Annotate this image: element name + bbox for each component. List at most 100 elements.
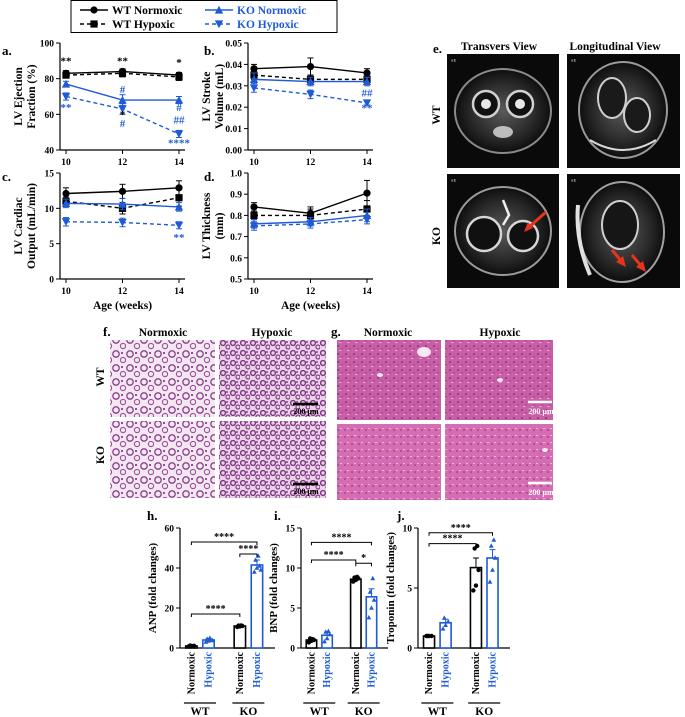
data-point [370,575,376,581]
panel-letter-h: h. [147,508,157,523]
data-point [118,199,127,208]
y-tick-label: 0.03 [225,82,242,92]
x-tick-label: 14 [362,158,372,168]
significance-mark: **** [168,137,191,149]
y-axis-label: BNP (fold changes) [268,543,280,633]
significance-bracket [239,553,258,557]
line-chart-c: c. 0 5 10 15 10 12 14 LV CardiacOutput (mL/min) A… [2,169,185,312]
panel-letter-e: e. [433,41,442,56]
panel-letter-g: g. [331,324,341,339]
y-tick-label: 0.6 [230,254,242,264]
data-point [366,615,372,620]
data-point [62,71,70,79]
series-ko-normoxic [61,79,184,106]
panel-letter-c: c. [2,169,11,184]
bar-chart-i: i. 0 5 10 15 BNP (fold changes) Normoxic Hypoxi… [268,508,388,717]
data-point [476,567,481,573]
data-point [249,222,259,231]
panel-letter-i: i. [274,508,281,523]
category-label: Hypoxic [322,651,333,687]
significance-mark: * [120,109,126,121]
data-point [362,77,372,86]
legend-entry: KO Normoxic [205,5,306,17]
x-tick-label: 14 [362,287,372,297]
y-tick-label: 15 [286,525,296,535]
data-point [118,218,127,227]
data-point [249,75,259,83]
data-point [118,69,127,77]
data-point [440,626,446,631]
significance-bracket [428,543,477,547]
mri-overlay-text: SE [571,58,577,63]
category-label: Normoxic [186,651,197,694]
x-tick-label: 12 [306,158,316,168]
histo-f-row-wt: WT [95,367,107,387]
data-point [425,633,430,639]
y-tick-label: 0 [407,645,412,655]
mri-row-label-ko: KO [431,227,443,245]
x-axis-label: Age (weeks) [93,300,152,312]
data-point [363,189,371,197]
data-point [118,105,127,114]
x-tick-label: 10 [249,287,259,297]
significance-mark: ## [174,114,186,126]
y-tick-label: 0.01 [225,125,242,135]
x-tick-label: 10 [249,158,259,168]
legend-marker [214,5,224,14]
data-point [488,543,494,548]
significance-mark: ** [61,55,73,67]
mri-col-title-longitudinal: Longitudinal View [569,41,661,53]
y-tick-label: 40 [45,147,55,157]
group-label: KO [355,706,373,717]
histo-f-row-ko: KO [95,446,107,464]
x-axis-label: Age (weeks) [281,300,340,312]
histo-f-col-hypoxic: Hypoxic [252,327,293,339]
significance-mark: * [361,553,366,564]
series-ko-hypoxic [249,214,372,231]
group-label: KO [475,706,493,717]
data-point [445,619,451,624]
significance-mark: * [176,57,182,69]
series-ko-hypoxic [61,92,184,139]
y-tick-label: 0.05 [225,40,242,50]
data-point [238,623,244,628]
data-point [443,622,448,627]
data-point [174,221,184,230]
histo-lung-ko-normoxic [110,421,215,498]
data-point [441,615,447,620]
data-point [310,637,315,642]
x-tick-label: 10 [61,287,71,297]
significance-mark: ## [362,88,374,100]
mri-overlay-text: SE [451,58,457,63]
y-tick-label: 60 [45,111,55,121]
legend-entry: WT Normoxic [80,5,182,17]
x-tick-label: 14 [174,287,184,297]
data-point [61,199,71,207]
histology-lung-panel: f. Normoxic Hypoxic WT KO 200 µm 200 µm [95,324,326,498]
significance-mark: # [176,102,182,114]
significance-mark: ** [61,102,73,114]
significance-mark: * [308,88,314,100]
y-tick-label: 0.5 [230,276,242,286]
mri-overlay-text: SE [451,178,457,183]
y-tick-label: 0 [169,645,174,655]
significance-bracket [428,532,494,536]
y-tick-label: 10 [403,525,413,535]
y-tick-label: 15 [45,170,55,180]
histology-liver-panel: g. Normoxic Hypoxic 200 µm 200 µm [331,324,554,500]
x-tick-label: 10 [61,158,71,168]
legend-label: KO Normoxic [237,5,306,17]
category-label: Hypoxic [204,651,215,687]
y-tick-label: 0.02 [225,104,242,114]
data-point [362,99,372,108]
significance-mark: **** [331,532,351,543]
bar-chart-j: j. 0 5 10 Troponin (fold changes) Normoxic Hyp… [385,508,510,717]
category-label: Normoxic [424,651,435,694]
significance-mark: # [120,118,126,130]
y-tick-label: 80 [45,75,55,85]
data-point [367,589,373,594]
significance-bracket [190,613,241,617]
significance-mark: **** [451,523,471,534]
